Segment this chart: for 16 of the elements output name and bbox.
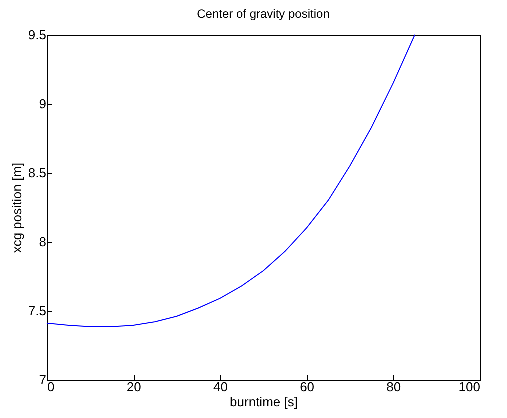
y-tick-label: 7 xyxy=(39,372,46,388)
x-tick-label: 100 xyxy=(458,380,480,394)
x-axis-title: burntime [s] xyxy=(230,394,298,410)
y-tick-label: 9 xyxy=(39,96,46,112)
y-tick-label: 9.5 xyxy=(28,28,46,42)
x-tick-label: 40 xyxy=(213,380,228,394)
x-tick-label: 60 xyxy=(300,380,315,394)
y-axis-title: xcg position [m] xyxy=(9,162,24,254)
y-tick-label: 8.5 xyxy=(28,166,46,180)
x-tick-label: 20 xyxy=(126,380,142,394)
y-tick-label: 7.5 xyxy=(28,304,46,318)
x-tick-label: 80 xyxy=(386,380,402,394)
chart-title: Center of gravity position xyxy=(197,7,330,21)
x-tick-label: 0 xyxy=(48,380,55,394)
line-series xyxy=(46,34,416,328)
y-tick-label: 8 xyxy=(39,234,46,250)
